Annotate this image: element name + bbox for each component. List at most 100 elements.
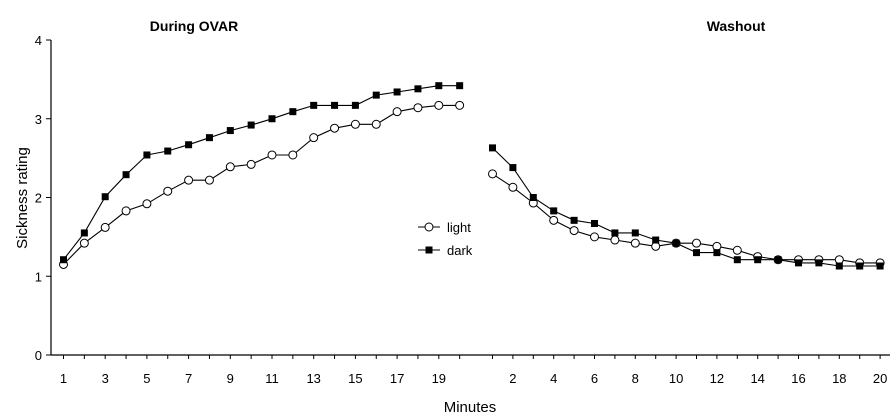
point-dark-p0-4 — [122, 171, 130, 179]
legend-item-dark: dark — [418, 243, 473, 258]
point-dark-p0-7 — [185, 141, 193, 149]
point-dark-p1-7 — [611, 229, 619, 237]
y-tick-label-1: 1 — [35, 269, 42, 284]
panel-title-washout: Washout — [707, 18, 766, 34]
point-dark-p1-2 — [509, 164, 517, 172]
point-dark-p1-12 — [713, 249, 721, 257]
point-dark-p1-17 — [815, 259, 823, 267]
point-dark-p0-17 — [393, 88, 401, 96]
x-tick-label-p1-4: 4 — [550, 371, 557, 386]
point-dark-p0-6 — [164, 147, 172, 155]
point-light-p0-6 — [163, 186, 173, 196]
point-dark-p0-1 — [60, 256, 67, 264]
point-light-p1-1 — [488, 169, 497, 179]
x-tick-label-p1-14: 14 — [750, 371, 764, 386]
point-light-p1-2 — [508, 182, 518, 192]
point-light-p0-12 — [288, 150, 298, 160]
point-dark-p1-4 — [550, 207, 558, 215]
y-ticks: 0 1 2 3 4 — [35, 33, 51, 363]
x-tick-label-p0-7: 7 — [185, 371, 192, 386]
point-dark-p1-8 — [631, 229, 639, 237]
point-light-p1-5 — [569, 226, 579, 236]
point-light-p1-4 — [549, 215, 559, 225]
point-dark-p1-11 — [693, 249, 700, 257]
point-dark-p0-18 — [414, 85, 422, 93]
point-dark-p1-10 — [672, 239, 680, 247]
point-light-p0-5 — [142, 199, 152, 209]
x-tick-label-p1-16: 16 — [791, 371, 805, 386]
point-light-p0-11 — [267, 150, 277, 160]
x-tick-label-p0-11: 11 — [265, 371, 279, 386]
point-dark-p0-19 — [435, 82, 443, 90]
point-light-p0-17 — [392, 107, 402, 117]
point-dark-p0-13 — [310, 101, 318, 109]
point-dark-p0-15 — [351, 101, 359, 109]
point-dark-p1-9 — [652, 236, 660, 244]
y-tick-label-4: 4 — [35, 33, 42, 48]
x-tick-label-p0-17: 17 — [390, 371, 404, 386]
point-dark-p0-10 — [247, 121, 255, 129]
x-tick-label-p1-8: 8 — [632, 371, 639, 386]
x-tick-label-p0-19: 19 — [432, 371, 446, 386]
point-dark-p0-11 — [268, 115, 276, 123]
point-light-p0-4 — [121, 206, 131, 216]
x-tick-label-p0-13: 13 — [306, 371, 320, 386]
point-light-p0-15 — [350, 119, 360, 129]
point-light-p1-7 — [610, 235, 620, 245]
point-dark-p1-19 — [856, 262, 864, 270]
point-dark-p0-5 — [143, 151, 151, 159]
point-light-p0-19 — [434, 100, 444, 110]
point-dark-p0-3 — [101, 193, 109, 201]
point-light-p0-8 — [204, 175, 214, 185]
x-tick-label-p1-20: 20 — [873, 371, 887, 386]
point-light-p0-14 — [330, 123, 340, 133]
point-light-p0-10 — [246, 159, 256, 169]
point-dark-p1-6 — [591, 219, 598, 227]
y-tick-label-0: 0 — [35, 348, 42, 363]
point-light-p0-16 — [371, 119, 381, 129]
legend-label-dark: dark — [447, 243, 473, 258]
point-light-p1-8 — [630, 238, 640, 248]
series-line-light-p0 — [63, 104, 460, 265]
point-dark-p1-5 — [570, 216, 578, 224]
legend-marker-light — [424, 222, 434, 232]
x-tick-label-p1-12: 12 — [710, 371, 724, 386]
point-dark-p0-8 — [205, 134, 213, 142]
point-light-p1-13 — [732, 245, 742, 255]
y-tick-label-3: 3 — [35, 112, 42, 127]
point-light-p1-18 — [834, 255, 844, 265]
series-line-dark-p1 — [492, 147, 881, 267]
point-dark-p1-15 — [774, 256, 782, 264]
x-tick-label-p0-15: 15 — [348, 371, 362, 386]
point-dark-p0-2 — [80, 229, 88, 237]
point-light-p0-9 — [225, 162, 235, 172]
x-tick-label-p0-3: 3 — [102, 371, 109, 386]
x-tick-label-p1-6: 6 — [591, 371, 598, 386]
point-light-p1-11 — [692, 238, 701, 248]
series-layer — [59, 82, 885, 270]
point-dark-p0-16 — [372, 91, 380, 99]
point-light-p0-18 — [413, 103, 423, 113]
y-tick-label-2: 2 — [35, 191, 42, 206]
point-dark-p0-20 — [456, 82, 464, 90]
x-ticks: 1 3 5 7 9 11 13 15 17 19 2 4 6 8 10 12 14 16 18 20 — [60, 355, 887, 386]
x-axis-title: Minutes — [444, 399, 497, 416]
point-dark-p0-14 — [331, 101, 339, 109]
point-dark-p1-1 — [489, 144, 496, 152]
legend-item-light: light — [418, 220, 471, 235]
point-dark-p0-12 — [289, 108, 297, 116]
panel-title-ovar: During OVAR — [150, 18, 238, 34]
point-light-p0-2 — [79, 238, 89, 248]
point-dark-p1-16 — [795, 259, 802, 267]
legend-label-light: light — [447, 220, 471, 235]
x-tick-label-p0-5: 5 — [143, 371, 150, 386]
x-tick-label-p1-2: 2 — [509, 371, 516, 386]
point-light-p0-20 — [455, 100, 465, 110]
point-dark-p0-9 — [226, 127, 234, 135]
point-light-p0-3 — [100, 222, 110, 232]
legend: light dark — [418, 220, 473, 258]
point-dark-p1-18 — [835, 262, 843, 270]
point-light-p0-13 — [309, 133, 319, 143]
point-light-p0-7 — [184, 175, 194, 185]
